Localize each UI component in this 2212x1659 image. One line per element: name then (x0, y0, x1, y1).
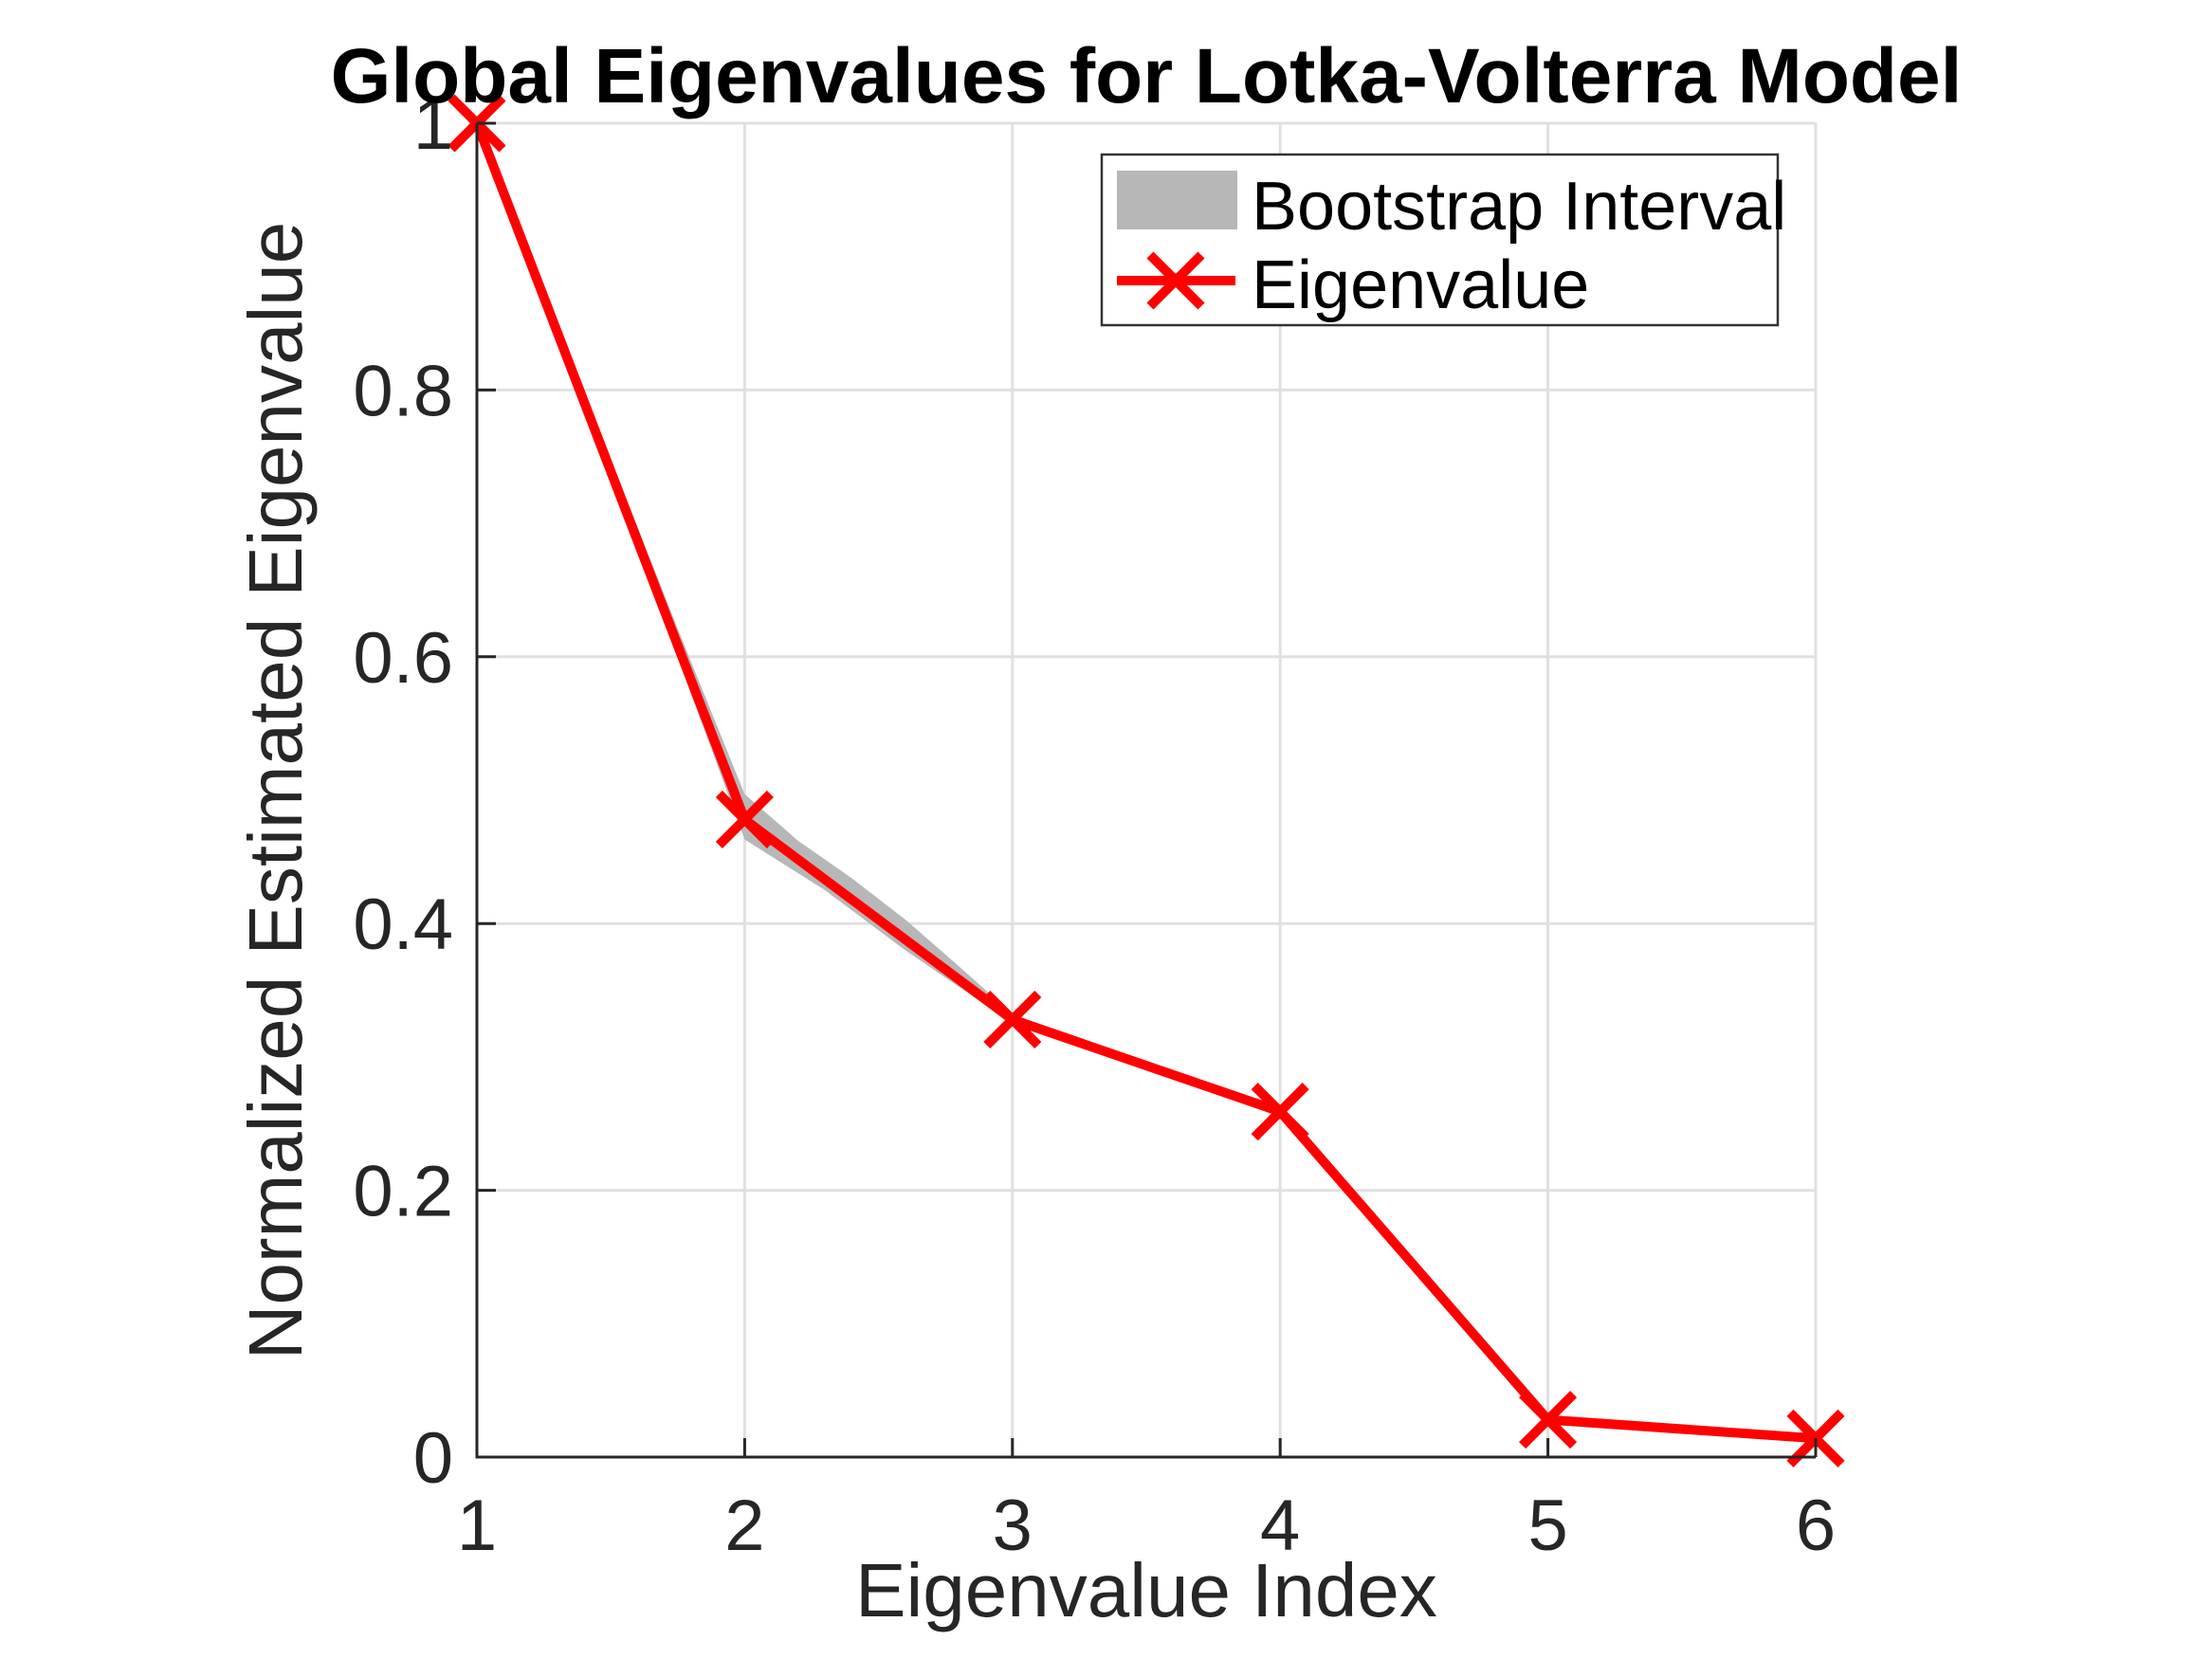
data-point-marker (715, 790, 774, 848)
x-tick-label: 5 (1527, 1486, 1567, 1566)
data-point-marker (1519, 1391, 1578, 1449)
legend-eigenvalue-marker-stroke2 (1146, 251, 1205, 310)
grid-layer (475, 121, 1818, 1459)
x-tick-label: 4 (1260, 1486, 1300, 1566)
y-tick-label: 0.6 (353, 618, 453, 699)
eigenvalue-line (472, 121, 1817, 1444)
y-tick-label: 0.4 (353, 884, 453, 965)
legend-bootstrap-patch (1117, 171, 1237, 229)
data-point-marker (983, 990, 1042, 1049)
legend-bootstrap-label: Bootstrap Interval (1252, 169, 1786, 245)
x-tick-label: 3 (993, 1486, 1033, 1566)
legend: Bootstrap Interval Eigenvalue (1100, 153, 1786, 327)
axes (475, 121, 1818, 1459)
data-point-marker (1251, 1083, 1309, 1141)
y-tick-label: 1 (413, 84, 453, 165)
y-axis-label: Normalized Estimated Eigenvalue (233, 222, 318, 1360)
x-tick-label: 1 (457, 1486, 497, 1566)
y-tick-label: 0.2 (353, 1152, 453, 1232)
x-axis-label: Eigenvalue Index (855, 1548, 1437, 1632)
y-tick-label: 0.8 (353, 351, 453, 431)
x-tick-label: 6 (1796, 1486, 1836, 1566)
tick-labels: 1 2 3 4 5 6 0 0.2 0.4 0.6 0.8 1 (353, 84, 1836, 1566)
chart-title: Global Eigenvalues for Lotka-Volterra Mo… (331, 33, 1963, 119)
y-tick-label: 0 (413, 1418, 453, 1499)
legend-eigenvalue-label: Eigenvalue (1252, 247, 1589, 323)
x-tick-label: 2 (724, 1486, 764, 1566)
